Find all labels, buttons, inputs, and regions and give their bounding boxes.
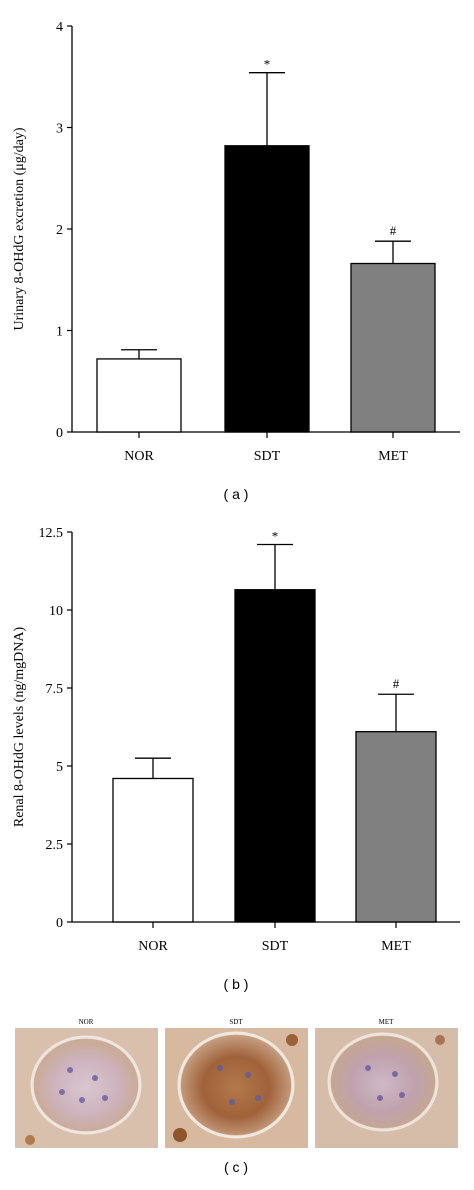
micrograph-sdt-capsule — [177, 1031, 295, 1139]
micrograph-sdt-nucleus — [229, 1099, 235, 1105]
micrograph-sdt-stain — [286, 1034, 298, 1046]
chart-b-significance-marker: * — [272, 528, 279, 543]
chart-a: Urinary 8-OHdG excretion (μg/day) 0 1 2 3 4 N… — [12, 20, 460, 464]
micrograph-met-nucleus — [399, 1092, 405, 1098]
chart-a-y-tick-label: 1 — [56, 325, 63, 340]
chart-a-y-tick-label: 4 — [56, 20, 63, 35]
chart-b-x-tick-label: MET — [381, 939, 411, 954]
micrograph-nor-nucleus — [59, 1089, 65, 1095]
chart-b-x-tick-label: NOR — [138, 939, 168, 954]
chart-b-y-tick-label: 0 — [56, 916, 63, 931]
chart-a-x-tick-label: NOR — [124, 449, 154, 464]
chart-a-x-tick-label: MET — [378, 449, 408, 464]
chart-b-x-tick-label: SDT — [262, 939, 289, 954]
micrograph-nor-glomerulus — [34, 1039, 138, 1131]
panel-label-a: ( a ) — [224, 486, 249, 502]
micrograph-title-met: MET — [379, 1018, 395, 1026]
micrograph-title-nor: NOR — [79, 1018, 94, 1026]
micrograph-sdt-stain — [173, 1128, 187, 1142]
chart-b-significance-marker: # — [393, 676, 400, 691]
chart-a-bar — [96, 358, 182, 433]
chart-b-y-tick-label: 12.5 — [39, 526, 64, 541]
micrograph-met-nucleus — [377, 1095, 383, 1101]
chart-a-bar — [350, 262, 436, 433]
micrograph-nor-nucleus — [67, 1067, 73, 1073]
chart-a-x-tick-label: SDT — [254, 449, 281, 464]
micrograph-met-nucleus — [392, 1071, 398, 1077]
micrograph-met: MET — [315, 1018, 458, 1148]
micrograph-nor-capsule — [30, 1035, 142, 1135]
micrograph-sdt-nucleus — [255, 1095, 261, 1101]
chart-b-y-tick-label: 5 — [56, 760, 63, 775]
micrograph-nor-nucleus — [102, 1095, 108, 1101]
chart-a-significance-marker: * — [264, 57, 271, 72]
panel-label-c: ( c ) — [224, 1159, 248, 1175]
chart-b-ylabel: Renal 8-OHdG levels (ng/mgDNA) — [12, 627, 27, 828]
micrograph-title-sdt: SDT — [229, 1018, 243, 1026]
micrograph-met-nucleus — [365, 1065, 371, 1071]
chart-a-y-tick-label: 2 — [56, 223, 63, 238]
chart-a-y-tick-label: 3 — [56, 122, 63, 137]
chart-a-bar — [224, 145, 310, 433]
chart-b: Renal 8-OHdG levels (ng/mgDNA) 0 2.5 5 7.5 1… — [12, 526, 460, 954]
micrograph-sdt-nucleus — [217, 1065, 223, 1071]
chart-b-bar — [112, 777, 194, 923]
micrograph-met-glomerulus — [331, 1036, 435, 1128]
micrograph-met-capsule — [327, 1032, 439, 1132]
micrograph-sdt-glomerulus — [181, 1035, 291, 1135]
chart-b-bar — [234, 589, 316, 923]
chart-b-y-tick-label: 10 — [49, 604, 63, 619]
micrograph-sdt-nucleus — [245, 1072, 251, 1078]
micrograph-nor-stain — [25, 1135, 35, 1145]
chart-b-y-tick-label: 2.5 — [46, 838, 64, 853]
chart-a-significance-marker: # — [390, 223, 397, 238]
micrograph-sdt: SDT — [165, 1018, 308, 1148]
micrograph-nor: NOR — [15, 1018, 158, 1148]
chart-a-ylabel: Urinary 8-OHdG excretion (μg/day) — [12, 127, 27, 330]
chart-a-y-tick-label: 0 — [56, 426, 63, 441]
micrograph-nor-nucleus — [79, 1097, 85, 1103]
chart-b-bar — [355, 731, 437, 923]
micrograph-met-stain — [435, 1035, 445, 1045]
chart-b-y-tick-label: 7.5 — [46, 682, 64, 697]
micrograph-nor-nucleus — [92, 1075, 98, 1081]
panel-label-b: ( b ) — [224, 976, 249, 992]
